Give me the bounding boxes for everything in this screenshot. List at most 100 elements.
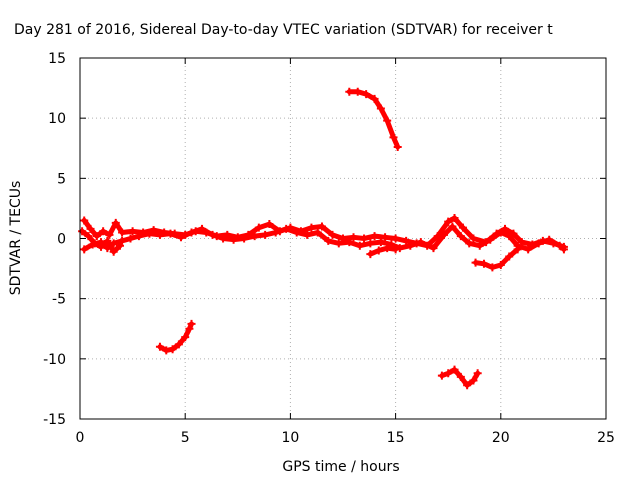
data-point (328, 230, 337, 239)
data-point (261, 230, 270, 239)
x-tick-label: 5 (181, 430, 190, 446)
data-point (545, 235, 554, 244)
data-point (456, 232, 465, 241)
data-point (456, 372, 465, 381)
data-point (479, 259, 488, 268)
data-point (381, 233, 390, 242)
data-point (366, 239, 375, 248)
y-tick-label: -10 (43, 352, 66, 368)
data-series (78, 87, 568, 390)
data-point (370, 94, 379, 103)
data-point (265, 220, 274, 229)
data-point (198, 224, 207, 233)
data-point (444, 369, 453, 378)
data-point (513, 245, 522, 254)
data-point (355, 241, 364, 250)
data-point (115, 241, 124, 250)
data-point (362, 90, 371, 99)
series-arc-17-19h (437, 365, 482, 390)
data-point (509, 229, 518, 238)
y-tick-label: 0 (57, 232, 66, 248)
data-point (465, 239, 474, 248)
data-point (391, 234, 400, 243)
data-point (271, 228, 280, 237)
data-point (282, 224, 291, 233)
data-point (366, 250, 375, 259)
data-point (391, 245, 400, 254)
data-point (501, 224, 510, 233)
data-point (185, 324, 194, 333)
data-point (86, 224, 95, 233)
data-point (360, 234, 369, 243)
y-tick-labels: -15 -10 -5 0 5 10 15 (43, 51, 66, 428)
data-point (370, 232, 379, 241)
data-point (219, 234, 228, 243)
data-point (80, 245, 89, 254)
data-point (118, 236, 127, 245)
data-point (496, 260, 505, 269)
data-point (174, 340, 183, 349)
data-point (389, 133, 398, 142)
data-point (168, 345, 177, 354)
x-axis-label: GPS time / hours (282, 459, 399, 475)
data-point (458, 223, 467, 232)
data-point (444, 217, 453, 226)
data-point (383, 244, 392, 253)
data-point (254, 223, 263, 232)
x-tick-label: 25 (597, 430, 615, 446)
series-segment-19-21h (471, 245, 522, 272)
x-tick-labels: 0 5 10 15 20 25 (76, 430, 615, 446)
data-point (334, 239, 343, 248)
data-point (187, 319, 196, 328)
data-point (353, 87, 362, 96)
data-point (524, 245, 533, 254)
data-point (80, 216, 89, 225)
data-point (376, 238, 385, 247)
y-axis-label: SDTVAR / TECUs (8, 181, 24, 296)
data-point (103, 236, 112, 245)
data-point (208, 230, 217, 239)
data-point (463, 381, 472, 390)
data-point (383, 116, 392, 125)
data-point (126, 234, 135, 243)
series-line (346, 89, 401, 150)
data-point (145, 229, 154, 238)
data-point (313, 228, 322, 237)
data-point (505, 232, 514, 241)
data-point (307, 223, 316, 232)
x-tick-label: 15 (387, 430, 405, 446)
data-point (475, 241, 484, 250)
data-point (345, 87, 354, 96)
x-tick-label: 20 (492, 430, 510, 446)
y-tick-label: 5 (57, 171, 66, 187)
series-segment-14h-neg (366, 244, 400, 259)
data-point (303, 230, 312, 239)
series-segment-0-2h (78, 227, 124, 256)
data-point (374, 246, 383, 255)
data-point (402, 236, 411, 245)
data-point (229, 235, 238, 244)
data-point (473, 369, 482, 378)
chart-title: Day 281 of 2016, Sidereal Day-to-day VTE… (14, 22, 553, 38)
data-point (406, 241, 415, 250)
data-point (128, 227, 137, 236)
data-point (134, 232, 143, 241)
data-point (450, 365, 459, 374)
data-point (437, 371, 446, 380)
data-point (324, 236, 333, 245)
series-arc-4-5h (155, 319, 196, 355)
data-point (345, 238, 354, 247)
x-tick-label: 0 (76, 430, 85, 446)
data-point (84, 232, 93, 241)
data-point (187, 228, 196, 237)
data-point (105, 230, 114, 239)
data-point (471, 258, 480, 267)
data-point (448, 222, 457, 231)
y-tick-label: 15 (48, 51, 66, 67)
data-point (240, 234, 249, 243)
y-tick-label: -15 (43, 412, 66, 428)
y-tick-label: 10 (48, 111, 66, 127)
data-point (505, 252, 514, 261)
data-point (181, 333, 190, 342)
